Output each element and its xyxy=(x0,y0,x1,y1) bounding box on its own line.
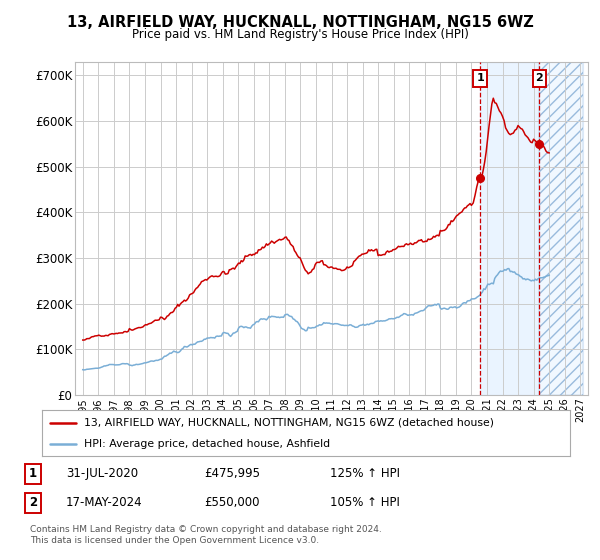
Text: £475,995: £475,995 xyxy=(204,467,260,480)
Text: Contains HM Land Registry data © Crown copyright and database right 2024.
This d: Contains HM Land Registry data © Crown c… xyxy=(30,525,382,545)
Text: 105% ↑ HPI: 105% ↑ HPI xyxy=(330,496,400,509)
Text: HPI: Average price, detached house, Ashfield: HPI: Average price, detached house, Ashf… xyxy=(84,439,331,449)
Text: 2: 2 xyxy=(29,496,37,509)
Text: 17-MAY-2024: 17-MAY-2024 xyxy=(66,496,143,509)
Bar xyxy=(539,62,583,395)
Bar xyxy=(481,62,539,395)
Text: £550,000: £550,000 xyxy=(204,496,260,509)
Text: Price paid vs. HM Land Registry's House Price Index (HPI): Price paid vs. HM Land Registry's House … xyxy=(131,28,469,41)
Text: 13, AIRFIELD WAY, HUCKNALL, NOTTINGHAM, NG15 6WZ: 13, AIRFIELD WAY, HUCKNALL, NOTTINGHAM, … xyxy=(67,15,533,30)
Text: 125% ↑ HPI: 125% ↑ HPI xyxy=(330,467,400,480)
Text: 31-JUL-2020: 31-JUL-2020 xyxy=(66,467,138,480)
Text: 1: 1 xyxy=(476,73,484,83)
Text: 13, AIRFIELD WAY, HUCKNALL, NOTTINGHAM, NG15 6WZ (detached house): 13, AIRFIELD WAY, HUCKNALL, NOTTINGHAM, … xyxy=(84,418,494,428)
Bar xyxy=(539,62,583,395)
Text: 2: 2 xyxy=(536,73,544,83)
Text: 1: 1 xyxy=(29,467,37,480)
